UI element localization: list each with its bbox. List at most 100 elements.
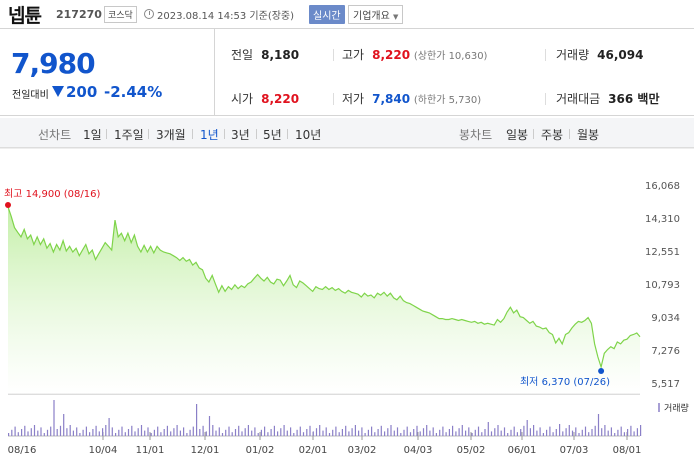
volume-bar [448, 429, 450, 436]
volume-bar [46, 429, 49, 436]
volume-bar [623, 432, 625, 436]
tab-1y[interactable]: 1년 [200, 128, 219, 142]
volume-bar [238, 425, 240, 436]
volume-bar [422, 428, 425, 436]
volume-bar [257, 433, 259, 436]
volume-label: 거래량 [556, 48, 590, 62]
volume-bar [134, 431, 136, 436]
volume-bar [387, 428, 389, 436]
x-tick-label: 04/03 [404, 445, 433, 456]
volume-bar [21, 429, 23, 436]
volume-bar [89, 432, 91, 436]
volume-bar [30, 428, 32, 436]
max-label: 최고 14,900 (08/16) [4, 188, 100, 200]
volume-bar [286, 430, 288, 436]
x-tick-label: 08/16 [8, 445, 37, 456]
volume-bar [108, 418, 110, 436]
volume-bar [82, 429, 84, 436]
divider [106, 129, 107, 139]
prev-close-label: 전일 [231, 48, 254, 62]
divider [287, 129, 288, 139]
volume-bar [186, 433, 188, 436]
x-tick-label: 01/02 [246, 445, 275, 456]
volume-bar [510, 429, 512, 436]
volume-bar [406, 426, 408, 436]
y-tick-label: 7,276 [651, 346, 680, 357]
y-axis-ticks: 16,068 14,310 12,551 10,793 9,034 7,276 5,517 [645, 181, 680, 390]
volume-bar [513, 426, 515, 436]
tab-5y[interactable]: 5년 [263, 128, 282, 142]
volume-bar [461, 425, 463, 436]
volume-bar [594, 425, 596, 436]
price-summary: 7,980 전일대비 200 -2.44% 전일 8,180 고가 8,220 (상… [0, 28, 694, 116]
volume-bar [610, 427, 612, 436]
tab-10y[interactable]: 10년 [295, 128, 322, 142]
volume-bar [85, 426, 87, 436]
divider [569, 129, 570, 139]
tab-3y[interactable]: 3년 [231, 128, 250, 142]
volume-bar [516, 432, 518, 436]
volume-bar [202, 425, 204, 436]
volume-bar [283, 425, 285, 436]
volume-bar [118, 429, 120, 436]
volume-bar [380, 425, 382, 436]
volume-bar [309, 425, 311, 436]
tab-1w[interactable]: 1주일 [114, 128, 144, 142]
volume-bar [419, 431, 421, 436]
volume-bar [345, 425, 347, 436]
volume-label: 거래량 [664, 402, 689, 414]
volume-bar [442, 426, 444, 436]
divider [333, 93, 334, 105]
volume-bar [59, 425, 62, 436]
tab-daily[interactable]: 일봉 [506, 128, 529, 142]
high-value: 8,220 [372, 48, 411, 62]
volume-bar [328, 433, 331, 436]
tab-monthly[interactable]: 월봉 [577, 128, 600, 142]
volume-bar [176, 425, 178, 436]
stock-name: 넵튠 [8, 5, 42, 27]
volume-bar [477, 426, 480, 436]
volume-bar [500, 430, 502, 436]
volume-bar [633, 431, 635, 436]
divider [533, 129, 534, 139]
volume-bar [163, 429, 165, 436]
volume-bar [153, 429, 155, 436]
volume-bar [144, 430, 146, 436]
current-price: 7,980 [11, 47, 96, 80]
divider [333, 49, 334, 61]
volume-bar [445, 432, 447, 436]
chevron-down-icon: ▼ [393, 13, 399, 21]
realtime-button[interactable]: 실시간 [309, 5, 345, 24]
volume-bar [280, 428, 282, 436]
divider [192, 129, 193, 139]
company-info-button[interactable]: 기업개요 ▼ [348, 5, 404, 24]
y-tick-label: 14,310 [645, 214, 680, 225]
volume-bar [358, 430, 360, 436]
volume-bar [160, 432, 162, 436]
low-price: 저가 7,840 (하한가 5,730) [342, 90, 481, 107]
volume-bar [166, 425, 168, 436]
volume-bar [208, 416, 211, 436]
volume: 거래량 46,094 [556, 46, 643, 63]
x-tick-label: 08/01 [613, 445, 642, 456]
volume-bar [140, 425, 143, 436]
volume-bar [260, 429, 262, 436]
tab-1d[interactable]: 1일 [83, 128, 102, 142]
volume-bar [56, 429, 58, 436]
volume-bar [636, 428, 638, 436]
tab-3m[interactable]: 3개월 [156, 128, 186, 142]
change-label: 전일대비 [12, 90, 49, 101]
volume-bar [439, 429, 441, 436]
trade-amount: 거래대금 366 백만 [556, 90, 659, 107]
high-price: 고가 8,220 (상한가 10,630) [342, 46, 487, 63]
volume-bar [393, 430, 395, 436]
volume-bar [215, 430, 217, 436]
volume-bar [196, 404, 198, 436]
volume-bar [546, 429, 548, 436]
volume-bar [584, 426, 587, 436]
volume-bar [293, 433, 295, 436]
volume-bar [205, 431, 207, 436]
volume-bar [127, 429, 130, 436]
volume-bar [131, 425, 133, 436]
tab-weekly[interactable]: 주봉 [541, 128, 564, 142]
